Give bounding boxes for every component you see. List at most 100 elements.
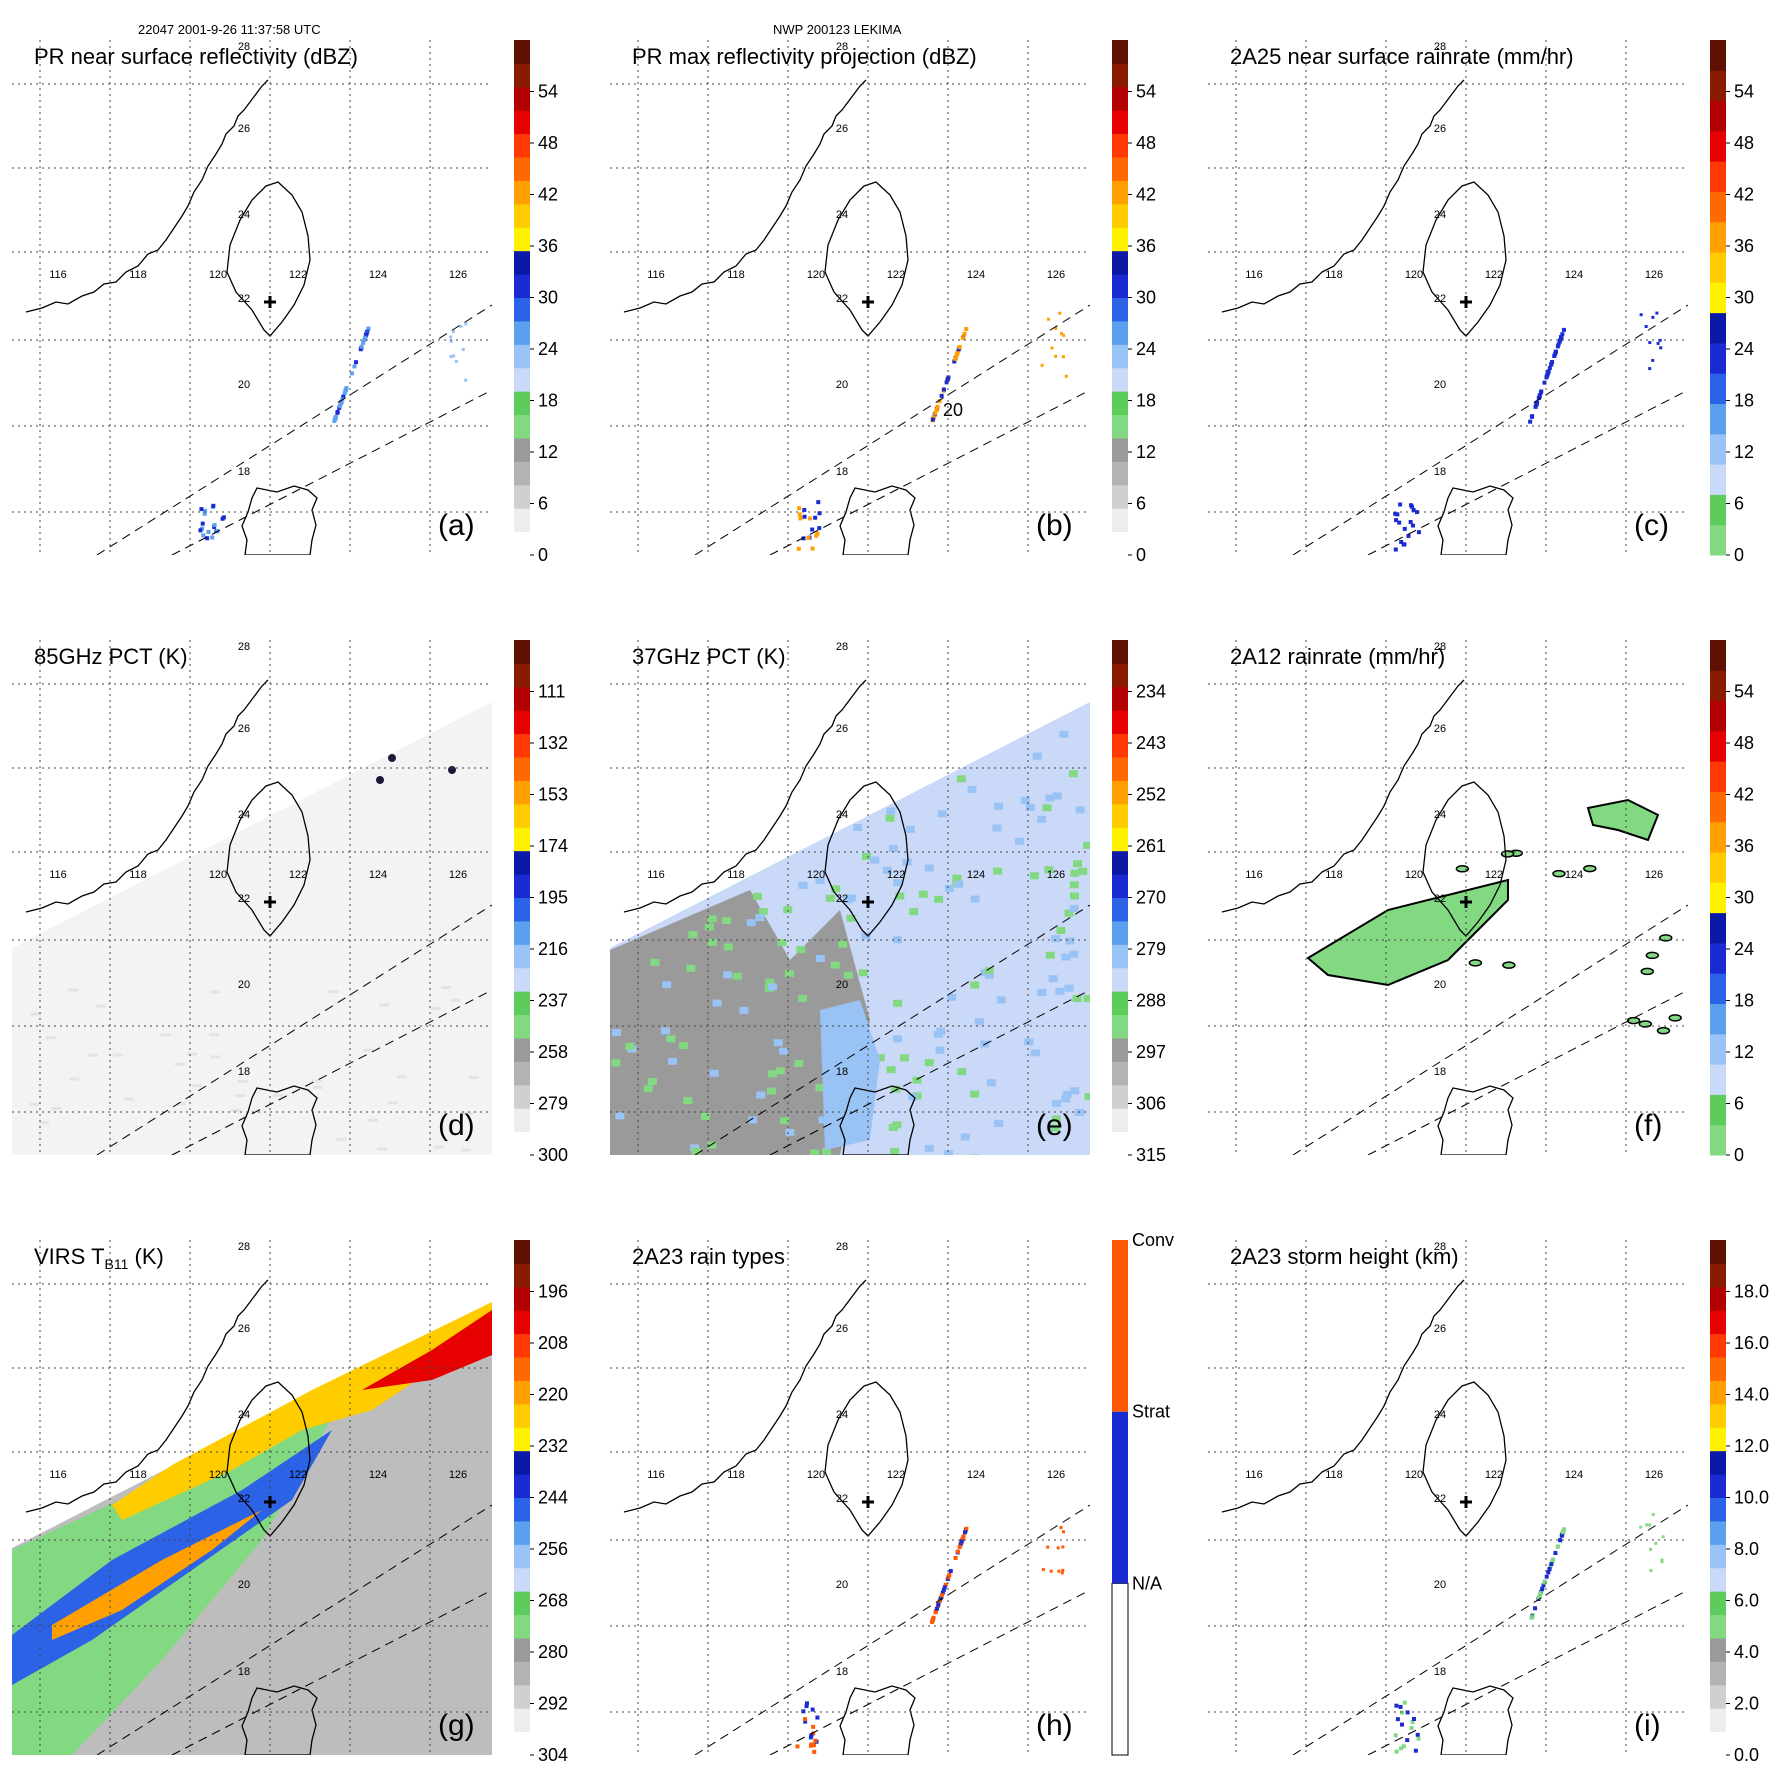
field-pr-cell	[810, 546, 815, 551]
colorbar: 300 279 258 237 216 195 174 153 132 111	[514, 640, 568, 1165]
colorbar-segment	[1112, 391, 1128, 416]
field-pr-cell	[1060, 1571, 1064, 1575]
colorbar-tick-label: 36	[1734, 236, 1754, 256]
field-cell	[970, 1090, 980, 1098]
field-rain-cell	[1656, 1026, 1671, 1035]
field-pr-cell	[210, 535, 215, 540]
lat-label: 26	[238, 723, 250, 735]
field-cell	[924, 1059, 934, 1067]
field-pr-cell	[1639, 1525, 1643, 1529]
colorbar: N/A Strat Conv	[1111, 1230, 1174, 1756]
field-cell	[1084, 1093, 1090, 1101]
field-cell	[1072, 995, 1082, 1003]
swath-edge	[1292, 1504, 1688, 1755]
field-pr-cell	[1060, 332, 1064, 336]
lat-label: 18	[238, 1066, 250, 1078]
field-pr-cell	[817, 526, 822, 531]
field-cell	[858, 969, 868, 977]
field-cell	[1070, 869, 1080, 877]
field-cell	[934, 895, 944, 903]
colorbar-tick-label: 237	[538, 991, 568, 1011]
station-marker	[264, 896, 276, 908]
swath-edge	[769, 989, 1090, 1155]
field-cell	[1048, 975, 1058, 983]
field-cell	[815, 1084, 825, 1092]
field-cell	[924, 1144, 934, 1152]
field-pr-cell	[1540, 1587, 1545, 1592]
colorbar-segment	[1710, 1240, 1726, 1264]
colorbar-segment	[1710, 252, 1726, 283]
lat-label: 22	[1434, 1493, 1446, 1505]
lat-label: 18	[1434, 1066, 1446, 1078]
field-cell	[970, 1154, 980, 1155]
field-pr-cell	[1402, 1700, 1407, 1705]
lat-label: 24	[836, 1409, 848, 1421]
swath-edge	[171, 389, 492, 555]
colorbar-tick-label: 18	[1734, 391, 1754, 411]
colorbar-segment	[514, 1567, 530, 1592]
field-pr-cell	[1049, 1569, 1053, 1573]
lat-label: 28	[238, 41, 250, 53]
colorbar-tick-label: 297	[1136, 1042, 1166, 1062]
colorbar-segment	[514, 1084, 530, 1109]
lat-label: 26	[836, 723, 848, 735]
lat-label: 22	[238, 893, 250, 905]
field-pr-cell	[454, 359, 458, 363]
field-pr-cell	[796, 546, 801, 551]
field-cell	[853, 824, 863, 832]
colorbar-segment	[1710, 494, 1726, 526]
field-cell	[984, 971, 994, 979]
colorbar-tick-label: 174	[538, 836, 568, 856]
panel-title: 37GHz PCT (K)	[632, 644, 786, 669]
field-pr-cell	[1546, 1570, 1551, 1575]
colorbar-segment	[1112, 897, 1128, 922]
colorbar-tick-label: 16.0	[1734, 1333, 1769, 1353]
lon-label: 126	[449, 269, 467, 281]
colorbar-segment	[1710, 821, 1726, 853]
lat-label: 20	[1434, 1579, 1446, 1591]
field-pr-cell	[811, 1743, 816, 1748]
field-pr-cell	[801, 1709, 806, 1714]
field-pr-cell	[813, 515, 818, 520]
colorbar-tick-label: 18	[538, 391, 558, 411]
lon-label: 118	[727, 1469, 745, 1481]
field-pr-cell	[1054, 354, 1058, 358]
colorbar-segment	[1112, 274, 1128, 298]
field-cell	[1015, 837, 1025, 845]
field-cell	[810, 1149, 820, 1155]
panel-title: 2A25 near surface rainrate (mm/hr)	[1230, 44, 1574, 69]
colorbar-tick-label: 54	[1136, 82, 1156, 102]
colorbar-segment	[1710, 882, 1726, 914]
field-pr-cell	[342, 390, 347, 395]
coastline-luzon	[1437, 1085, 1514, 1155]
lon-label: 116	[1245, 869, 1263, 881]
colorbar-segment	[1710, 100, 1726, 132]
field-cell	[1037, 815, 1047, 823]
field-cell	[779, 1047, 789, 1055]
colorbar-segment	[514, 508, 530, 533]
lon-label: 118	[727, 869, 745, 881]
field-pr-cell	[1394, 518, 1399, 523]
field-pr-cell	[795, 1744, 800, 1749]
field-pr-cell	[361, 340, 366, 345]
colorbar-segment	[1710, 40, 1726, 71]
field-pr-cell	[963, 1530, 968, 1535]
field-pr-cell	[1560, 332, 1565, 337]
field-pr-cell	[1648, 367, 1652, 371]
field-cell	[363, 1048, 374, 1052]
colorbar-tick-label: 18	[1734, 991, 1754, 1011]
field-cell	[933, 1030, 943, 1038]
field-pr-cell	[1660, 1558, 1664, 1562]
field-pr-cell	[451, 330, 455, 334]
field-cell	[893, 879, 903, 887]
lon-label: 120	[807, 269, 825, 281]
colorbar-segment	[514, 367, 530, 392]
lat-label: 28	[238, 641, 250, 653]
field-pr-cell	[955, 1549, 960, 1554]
field-pr-cell	[1400, 1710, 1405, 1715]
field-cell	[794, 1060, 804, 1068]
field-pr-cell	[1559, 334, 1564, 339]
field-cell	[1069, 950, 1079, 958]
field-pr-cell	[939, 1593, 944, 1598]
colorbar-segment	[1710, 791, 1726, 823]
